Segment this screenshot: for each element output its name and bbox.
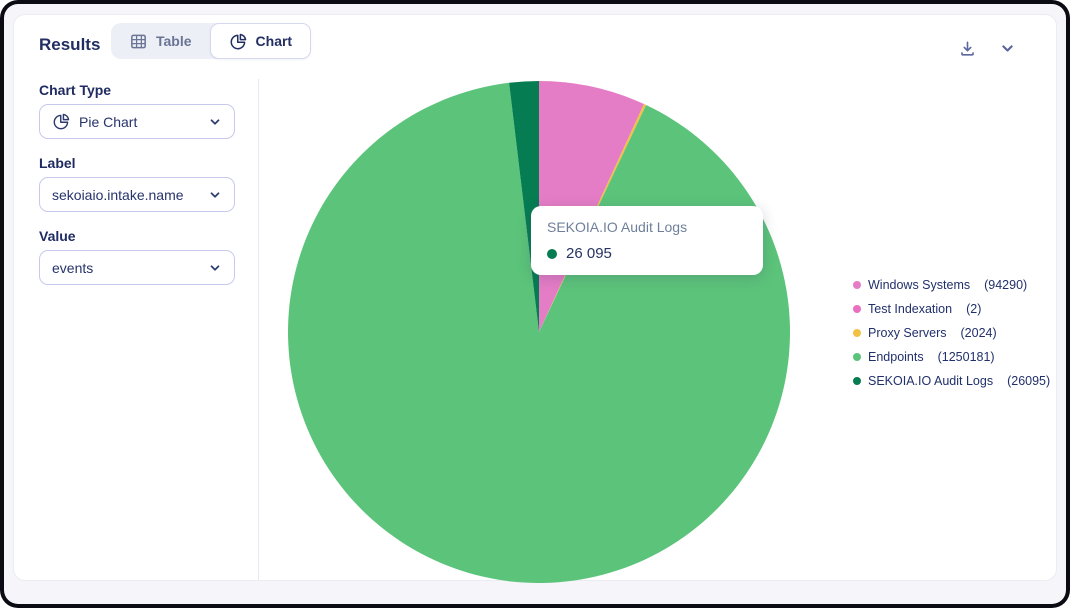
tab-table[interactable]: Table bbox=[111, 23, 210, 59]
chart-type-label: Chart Type bbox=[39, 82, 112, 98]
pie-chart-type-icon bbox=[52, 112, 71, 131]
chart-legend: Windows Systems (94290) Test Indexation (2)… bbox=[853, 273, 1050, 393]
tooltip-value: 26 095 bbox=[566, 245, 612, 262]
value-field-label: Value bbox=[39, 228, 76, 244]
legend-item[interactable]: Proxy Servers (2024) bbox=[853, 321, 1050, 345]
chart-type-select[interactable]: Pie Chart bbox=[39, 104, 235, 139]
chevron-down-icon bbox=[208, 261, 222, 275]
legend-item[interactable]: Endpoints (1250181) bbox=[853, 345, 1050, 369]
page-title: Results bbox=[39, 35, 101, 54]
tooltip-dot bbox=[547, 248, 557, 259]
legend-count: (2024) bbox=[960, 326, 997, 340]
legend-count: (94290) bbox=[984, 278, 1028, 292]
legend-dot bbox=[853, 353, 861, 361]
legend-dot bbox=[853, 377, 861, 385]
chevron-down-icon bbox=[208, 188, 222, 202]
legend-item[interactable]: Test Indexation (2) bbox=[853, 297, 1050, 321]
tab-table-label: Table bbox=[156, 33, 192, 49]
label-select-value: sekoiaio.intake.name bbox=[52, 186, 184, 203]
legend-label: SEKOIA.IO Audit Logs bbox=[868, 374, 994, 388]
legend-label: Endpoints bbox=[868, 350, 924, 364]
value-select-value: events bbox=[52, 259, 94, 276]
tab-chart-label: Chart bbox=[255, 33, 293, 49]
app-background: Results Table bbox=[4, 4, 1066, 604]
table-icon bbox=[129, 32, 148, 51]
tab-chart[interactable]: Chart bbox=[209, 23, 312, 59]
legend-count: (1250181) bbox=[937, 350, 995, 364]
pie-chart[interactable] bbox=[288, 81, 790, 583]
chevron-down-icon bbox=[208, 115, 222, 129]
label-field-label: Label bbox=[39, 155, 76, 171]
legend-label: Windows Systems bbox=[868, 278, 971, 292]
legend-count: (2) bbox=[966, 302, 982, 316]
chart-type-value: Pie Chart bbox=[79, 113, 138, 130]
download-icon bbox=[958, 39, 977, 61]
download-button[interactable] bbox=[954, 37, 980, 63]
results-card: Results Table bbox=[13, 14, 1057, 583]
collapse-button[interactable] bbox=[994, 37, 1020, 63]
legend-dot bbox=[853, 281, 861, 289]
chart-tooltip: SEKOIA.IO Audit Logs 26 095 bbox=[531, 206, 763, 275]
label-select[interactable]: sekoiaio.intake.name bbox=[39, 177, 235, 212]
legend-label: Proxy Servers bbox=[868, 326, 947, 340]
view-toggle: Table Chart bbox=[111, 23, 312, 59]
value-select[interactable]: events bbox=[39, 250, 235, 285]
pie-chart-icon bbox=[229, 32, 248, 51]
legend-dot bbox=[853, 305, 861, 313]
tooltip-title: SEKOIA.IO Audit Logs bbox=[547, 219, 688, 235]
legend-item[interactable]: SEKOIA.IO Audit Logs (26095) bbox=[853, 369, 1050, 393]
legend-item[interactable]: Windows Systems (94290) bbox=[853, 273, 1050, 297]
sidebar-divider bbox=[258, 79, 259, 580]
legend-count: (26095) bbox=[1007, 374, 1051, 388]
legend-dot bbox=[853, 329, 861, 337]
chevron-down-icon bbox=[998, 39, 1017, 61]
legend-label: Test Indexation bbox=[868, 302, 953, 316]
